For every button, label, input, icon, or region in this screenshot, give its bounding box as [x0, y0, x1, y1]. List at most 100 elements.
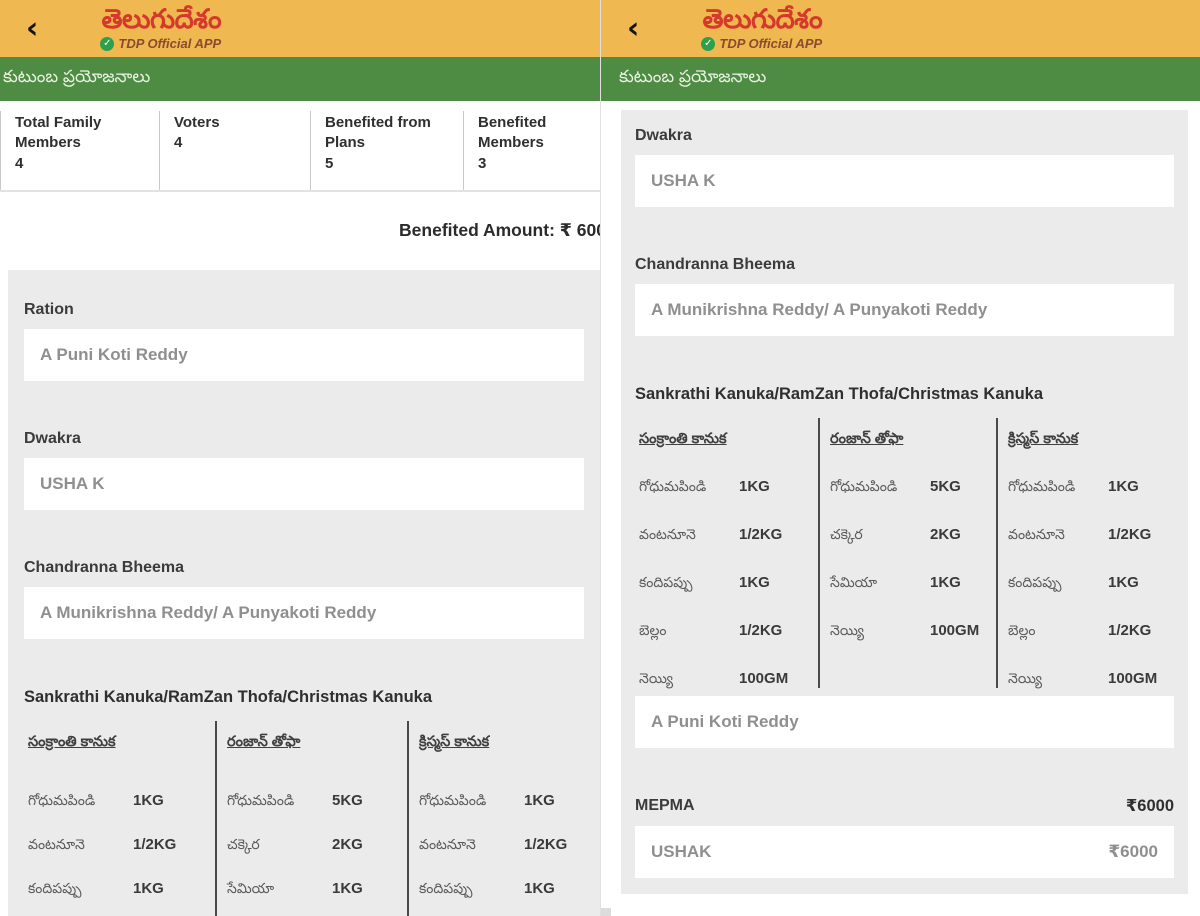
stat-label: Total Family Members	[15, 114, 102, 152]
app-subtitle-label: TDP Official APP	[719, 36, 823, 51]
app-subtitle-label: TDP Official APP	[118, 36, 222, 51]
kanuka-item-name: గోధుమపిండి	[28, 791, 96, 808]
kanuka-column-ramzan: రంజాన్ తోఫా గోధుమపిండి 5KG చక్కెర 2KG	[818, 418, 996, 688]
field-dwakra: Dwakra USHA K	[24, 429, 584, 510]
field-value-box[interactable]: USHA K	[635, 155, 1174, 207]
field-label: MEPMA	[635, 797, 695, 814]
kanuka-column-ramzan: రంజాన్ తోఫా గోధుమపిండి 5KG చక్కెర 2KG	[215, 720, 407, 916]
stat-item: Benefited from Plans 5	[310, 111, 463, 190]
kanuka-item-qty: 2KG	[930, 526, 961, 543]
kanuka-item-qty: 1/2KG	[524, 835, 568, 853]
field-value: USHA K	[40, 473, 105, 493]
kanuka-item-qty: 5KG	[332, 791, 363, 809]
kanuka-section-title: Sankrathi Kanuka/RamZan Thofa/Christmas …	[635, 385, 1044, 403]
kanuka-item-row: నెయ్యి 100GM	[1008, 669, 1174, 688]
kanuka-item-row: గోధుమపిండి 1KG	[639, 477, 818, 496]
back-button[interactable]: ‹	[26, 11, 39, 46]
kanuka-item-qty: 1KG	[524, 879, 555, 897]
kanuka-item-name: సేమియా	[830, 574, 878, 590]
stat-value: 3	[478, 154, 487, 172]
kanuka-item-name: కందిపప్పు	[639, 574, 693, 590]
kanuka-item-row: కందిపప్పు 1KG	[419, 879, 584, 898]
kanuka-item-qty: 1/2KG	[1108, 622, 1152, 639]
kanuka-item-qty: 1KG	[524, 791, 555, 809]
stat-value: 4	[15, 154, 24, 172]
kanuka-column-sankranti: సంక్రాంతి కానుక గోధుమపిండి 1KG వంటనూనె 1…	[635, 418, 818, 688]
kanuka-item-qty: 1/2KG	[133, 835, 177, 853]
kanuka-item-name: గోధుమపిండి	[227, 791, 295, 808]
stat-item: Voters 4	[159, 111, 310, 190]
kanuka-item-row: గోధుమపిండి 1KG	[419, 791, 584, 810]
back-button[interactable]: ‹	[627, 11, 640, 46]
page-title: కుటుంబ ప్రయోజనాలు	[3, 67, 151, 86]
kanuka-item-qty: 1KG	[133, 791, 164, 809]
verified-badge-icon: ✓	[100, 36, 115, 51]
kanuka-item-name: గోధుమపిండి	[830, 478, 898, 494]
field-chandranna-bheema: Chandranna Bheema A Munikrishna Reddy/ A…	[635, 255, 1174, 336]
kanuka-item-row: కందిపప్పు 1KG	[1008, 573, 1174, 592]
field-value-box[interactable]: USHAK ₹6000	[635, 826, 1174, 878]
tdp-logo: తెలుగుదేశం ✓ TDP Official APP	[701, 6, 823, 51]
stat-item: Total Family Members 4	[0, 111, 159, 190]
kanuka-item-row: వంటనూనె 1/2KG	[28, 835, 215, 854]
kanuka-item-row: సేమియా 1KG	[227, 879, 407, 898]
kanuka-item-name: గోధుమపిండి	[1008, 478, 1076, 494]
kanuka-item-row: కందిపప్పు 1KG	[639, 573, 818, 592]
kanuka-item-qty: 1/2KG	[739, 526, 783, 543]
kanuka-item-row: నెయ్యి 100GM	[830, 621, 996, 640]
field-mepma: MEPMA ₹6000	[635, 796, 1174, 816]
field-chandranna-bheema: Chandranna Bheema A Munikrishna Reddy/ A…	[24, 558, 584, 639]
kanuka-item-row: వంటనూనె 1/2KG	[419, 835, 584, 854]
verified-badge-icon: ✓	[701, 36, 716, 51]
field-value-box[interactable]: A Munikrishna Reddy/ A Punyakoti Reddy	[635, 284, 1174, 336]
kanuka-item-row: బెల్లం 1/2KG	[1008, 621, 1174, 640]
field-label: Dwakra	[24, 429, 81, 447]
kanuka-item-name: కందిపప్పు	[28, 879, 82, 896]
page-titlebar: కుటుంబ ప్రయోజనాలు	[0, 57, 600, 101]
stat-value: 4	[174, 134, 183, 152]
field-label: Ration	[24, 300, 74, 318]
field-value-box[interactable]: A Munikrishna Reddy/ A Punyakoti Reddy	[24, 586, 584, 639]
field-value: A Puni Koti Reddy	[651, 712, 799, 731]
kanuka-item-qty: 1KG	[739, 478, 770, 495]
field-value-box[interactable]: A Puni Koti Reddy	[24, 328, 584, 381]
kanuka-item-name: కందిపప్పు	[419, 879, 473, 896]
field-value: USHAK	[651, 842, 712, 861]
app-subtitle: ✓ TDP Official APP	[100, 36, 221, 51]
next-panel-peek	[601, 908, 611, 916]
app-subtitle: ✓ TDP Official APP	[701, 36, 822, 51]
kanuka-item-qty: 100GM	[739, 670, 789, 687]
kanuka-column-header: సంక్రాంతి కానుక	[639, 431, 727, 447]
field-value: A Munikrishna Reddy/ A Punyakoti Reddy	[651, 300, 988, 319]
mepma-amount: ₹6000	[1125, 797, 1174, 815]
field-ration: Ration A Puni Koti Reddy	[24, 300, 584, 381]
kanuka-column-header: క్రిస్మస్ కానుక	[419, 733, 490, 750]
tdp-logo: తెలుగుదేశం ✓ TDP Official APP	[100, 6, 222, 51]
kanuka-item-row: గోధుమపిండి 1KG	[1008, 477, 1174, 496]
kanuka-item-name: బెల్లం	[639, 622, 667, 638]
kanuka-item-name: వంటనూనె	[1008, 526, 1065, 542]
benefits-panel: Dwakra USHA K Chandranna Bheema A Munikr…	[621, 110, 1188, 894]
kanuka-column-header: క్రిస్మస్ కానుక	[1008, 431, 1079, 447]
kanuka-column-header: రంజాన్ తోఫా	[830, 431, 904, 447]
kanuka-item-name: వంటనూనె	[419, 835, 476, 852]
kanuka-item-qty: 1KG	[739, 574, 770, 591]
kanuka-item-row: చక్కెర 2KG	[227, 835, 407, 854]
field-value-box[interactable]: USHA K	[24, 457, 584, 510]
kanuka-item-qty: 1/2KG	[739, 622, 783, 639]
kanuka-item-qty: 1KG	[1108, 478, 1139, 495]
kanuka-item-row: బెల్లం 1/2KG	[639, 621, 818, 640]
kanuka-column-sankranti: సంక్రాంతి కానుక గోధుమపిండి 1KG వంటనూనె 1…	[24, 721, 215, 916]
stats-row: Total Family Members 4 Voters 4 Benefite…	[0, 101, 600, 190]
field-label: Chandranna Bheema	[635, 256, 796, 273]
kanuka-item-name: నెయ్యి	[639, 670, 674, 686]
kanuka-beneficiary-box[interactable]: A Puni Koti Reddy	[635, 696, 1174, 748]
mepma-box-amount: ₹6000	[1108, 842, 1158, 861]
kanuka-column-christmas: క్రిస్మస్ కానుక గోధుమపిండి 1KG వంటనూనె 1…	[407, 720, 584, 916]
kanuka-item-qty: 1KG	[930, 574, 961, 591]
kanuka-item-name: చక్కెర	[830, 526, 863, 542]
page-titlebar: కుటుంబ ప్రయోజనాలు	[601, 57, 1200, 101]
kanuka-table: సంక్రాంతి కానుక గోధుమపిండి 1KG వంటనూనె 1…	[24, 720, 584, 916]
stat-label: Voters	[174, 114, 220, 131]
kanuka-item-row: గోధుమపిండి 5KG	[227, 791, 407, 810]
